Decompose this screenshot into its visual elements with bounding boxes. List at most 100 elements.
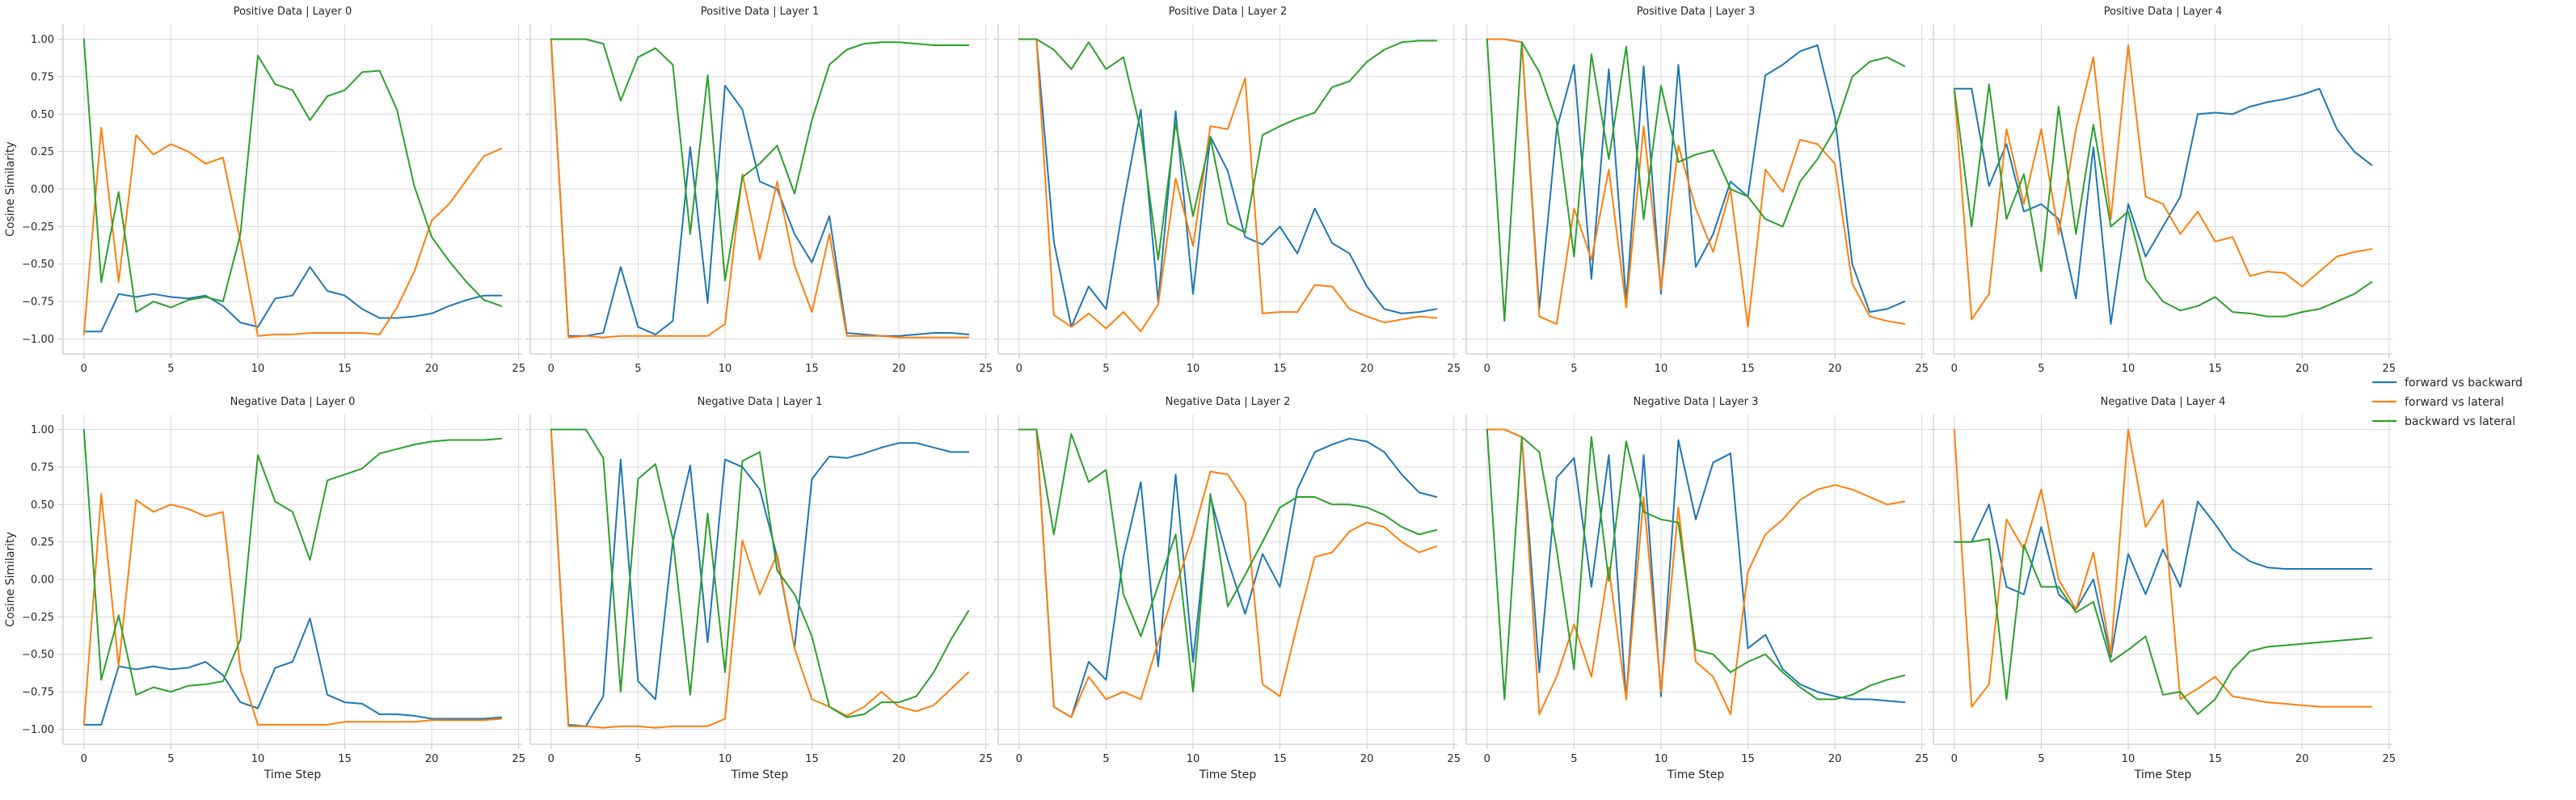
series-line-forward-vs-backward bbox=[1018, 428, 1438, 718]
y-tick-label: 0.00 bbox=[31, 184, 54, 196]
x-tick-label: 15 bbox=[1741, 753, 1755, 765]
x-tick-label: 25 bbox=[512, 753, 525, 765]
x-axis-label: Time Step bbox=[264, 768, 322, 781]
x-tick-label: 25 bbox=[1447, 363, 1461, 375]
panel-negative-data-layer-4: 0 5 10 15 20 25 Negative Data | Layer 4 Time St… bbox=[1929, 396, 2396, 781]
series-line-forward-vs-backward bbox=[550, 38, 970, 337]
x-tick-label: 5 bbox=[167, 753, 174, 765]
x-tick-label: 20 bbox=[892, 753, 906, 765]
panel-negative-data-layer-2: 0 5 10 15 20 25 Negative Data | Layer 2 Time St… bbox=[993, 396, 1461, 781]
y-tick-label: 1.00 bbox=[31, 34, 54, 46]
x-tick-label: 10 bbox=[1187, 363, 1200, 375]
series-line-backward-vs-lateral bbox=[1486, 38, 1906, 322]
x-tick-label: 0 bbox=[1951, 363, 1958, 375]
series-line-forward-vs-lateral bbox=[1018, 38, 1438, 333]
x-tick-label: 15 bbox=[338, 753, 352, 765]
series-line-backward-vs-lateral bbox=[82, 38, 503, 314]
series-line-backward-vs-lateral bbox=[550, 38, 970, 282]
series-line-forward-vs-lateral bbox=[82, 493, 503, 726]
x-tick-label: 10 bbox=[719, 753, 732, 765]
legend-label-forward-vs-lateral: forward vs lateral bbox=[2405, 396, 2504, 409]
x-tick-label: 15 bbox=[805, 363, 819, 375]
x-tick-label: 10 bbox=[251, 753, 265, 765]
x-axis-label: Time Step bbox=[2134, 768, 2192, 781]
x-tick-label: 0 bbox=[1484, 363, 1490, 375]
x-tick-label: 5 bbox=[635, 363, 641, 375]
series-line-forward-vs-backward bbox=[1486, 428, 1906, 704]
x-tick-label: 5 bbox=[167, 363, 174, 375]
panel-negative-data-layer-0: 0 5 10 15 20 25 1.00 0.75 0.50 0.25 0.00 −0.25 −0.50… bbox=[4, 396, 525, 781]
panel-positive-data-layer-0: 0 5 10 15 20 25 1.00 0.75 0.50 0.25 0.00 −0.25 −0.50… bbox=[4, 6, 525, 375]
panel-title: Negative Data | Layer 0 bbox=[230, 396, 356, 408]
x-tick-label: 25 bbox=[979, 363, 993, 375]
x-tick-label: 20 bbox=[425, 753, 439, 765]
y-tick-label: −0.75 bbox=[22, 687, 54, 699]
series-line-forward-vs-backward bbox=[82, 266, 503, 333]
panel-title: Negative Data | Layer 2 bbox=[1166, 396, 1291, 408]
x-tick-label: 25 bbox=[1915, 753, 1929, 765]
series-line-backward-vs-lateral bbox=[1953, 537, 2373, 715]
x-tick-label: 10 bbox=[251, 363, 265, 375]
x-tick-label: 10 bbox=[1655, 753, 1668, 765]
series-line-forward-vs-lateral bbox=[550, 428, 970, 729]
series-line-forward-vs-backward bbox=[1486, 38, 1906, 314]
series-line-forward-vs-lateral bbox=[82, 127, 503, 337]
x-tick-label: 20 bbox=[425, 363, 439, 375]
series-line-forward-vs-lateral bbox=[550, 38, 970, 339]
panel-positive-data-layer-4: 0 5 10 15 20 25 Positive Data | Layer 4 bbox=[1929, 6, 2396, 375]
x-tick-label: 10 bbox=[2122, 753, 2135, 765]
x-tick-label: 5 bbox=[1570, 363, 1577, 375]
y-axis-label: Cosine Similarity bbox=[4, 141, 17, 237]
series-line-forward-vs-backward bbox=[1018, 38, 1438, 328]
x-tick-label: 0 bbox=[81, 753, 87, 765]
series-line-forward-vs-backward bbox=[1953, 87, 2373, 325]
y-tick-label: 0.50 bbox=[31, 499, 54, 512]
panel-positive-data-layer-1: 0 5 10 15 20 25 Positive Data | Layer 1 bbox=[525, 6, 993, 375]
y-tick-label: −0.25 bbox=[22, 221, 54, 234]
legend-label-backward-vs-lateral: backward vs lateral bbox=[2405, 415, 2515, 428]
x-tick-label: 0 bbox=[1951, 753, 1958, 765]
y-tick-label: 0.25 bbox=[31, 146, 54, 158]
x-tick-label: 0 bbox=[548, 753, 554, 765]
x-tick-label: 15 bbox=[2208, 363, 2222, 375]
panel-title: Positive Data | Layer 3 bbox=[1637, 6, 1756, 18]
x-tick-label: 10 bbox=[1187, 753, 1200, 765]
panel-positive-data-layer-2: 0 5 10 15 20 25 Positive Data | Layer 2 bbox=[993, 6, 1461, 375]
x-tick-label: 25 bbox=[1447, 753, 1461, 765]
panel-title: Positive Data | Layer 0 bbox=[234, 6, 352, 18]
x-tick-label: 0 bbox=[548, 363, 554, 375]
series-line-forward-vs-backward bbox=[550, 428, 970, 727]
x-tick-label: 5 bbox=[2038, 753, 2044, 765]
panel-title: Positive Data | Layer 4 bbox=[2104, 6, 2223, 18]
series-line-forward-vs-backward bbox=[82, 617, 503, 726]
y-tick-label: 0.75 bbox=[31, 461, 54, 474]
x-tick-label: 5 bbox=[1102, 753, 1109, 765]
x-tick-label: 20 bbox=[1828, 753, 1842, 765]
y-tick-label: −1.00 bbox=[22, 334, 54, 346]
x-tick-label: 10 bbox=[719, 363, 732, 375]
panel-title: Positive Data | Layer 1 bbox=[701, 6, 820, 18]
x-tick-label: 25 bbox=[2382, 363, 2396, 375]
x-tick-label: 5 bbox=[1102, 363, 1109, 375]
x-axis-label: Time Step bbox=[731, 768, 789, 781]
y-tick-label: −0.50 bbox=[22, 259, 54, 271]
x-tick-label: 25 bbox=[979, 753, 993, 765]
x-tick-label: 15 bbox=[1273, 363, 1287, 375]
x-tick-label: 20 bbox=[892, 363, 906, 375]
series-line-backward-vs-lateral bbox=[550, 428, 970, 718]
series-line-forward-vs-lateral bbox=[1486, 38, 1906, 328]
x-tick-label: 25 bbox=[2382, 753, 2396, 765]
x-axis-label: Time Step bbox=[1667, 768, 1725, 781]
series-line-backward-vs-lateral bbox=[1018, 428, 1438, 693]
x-tick-label: 15 bbox=[805, 753, 819, 765]
series-line-forward-vs-lateral bbox=[1953, 44, 2373, 321]
legend: forward vs backward forward vs lateral b… bbox=[2372, 377, 2523, 428]
panel-title: Positive Data | Layer 2 bbox=[1169, 6, 1288, 18]
panel-negative-data-layer-3: 0 5 10 15 20 25 Negative Data | Layer 3 Time St… bbox=[1461, 396, 1929, 781]
y-tick-label: −0.25 bbox=[22, 612, 54, 624]
panel-positive-data-layer-3: 0 5 10 15 20 25 Positive Data | Layer 3 bbox=[1461, 6, 1929, 375]
x-tick-label: 15 bbox=[1741, 363, 1755, 375]
y-axis-label: Cosine Similarity bbox=[4, 532, 17, 627]
y-tick-label: 1.00 bbox=[31, 424, 54, 436]
x-tick-label: 0 bbox=[1016, 363, 1022, 375]
